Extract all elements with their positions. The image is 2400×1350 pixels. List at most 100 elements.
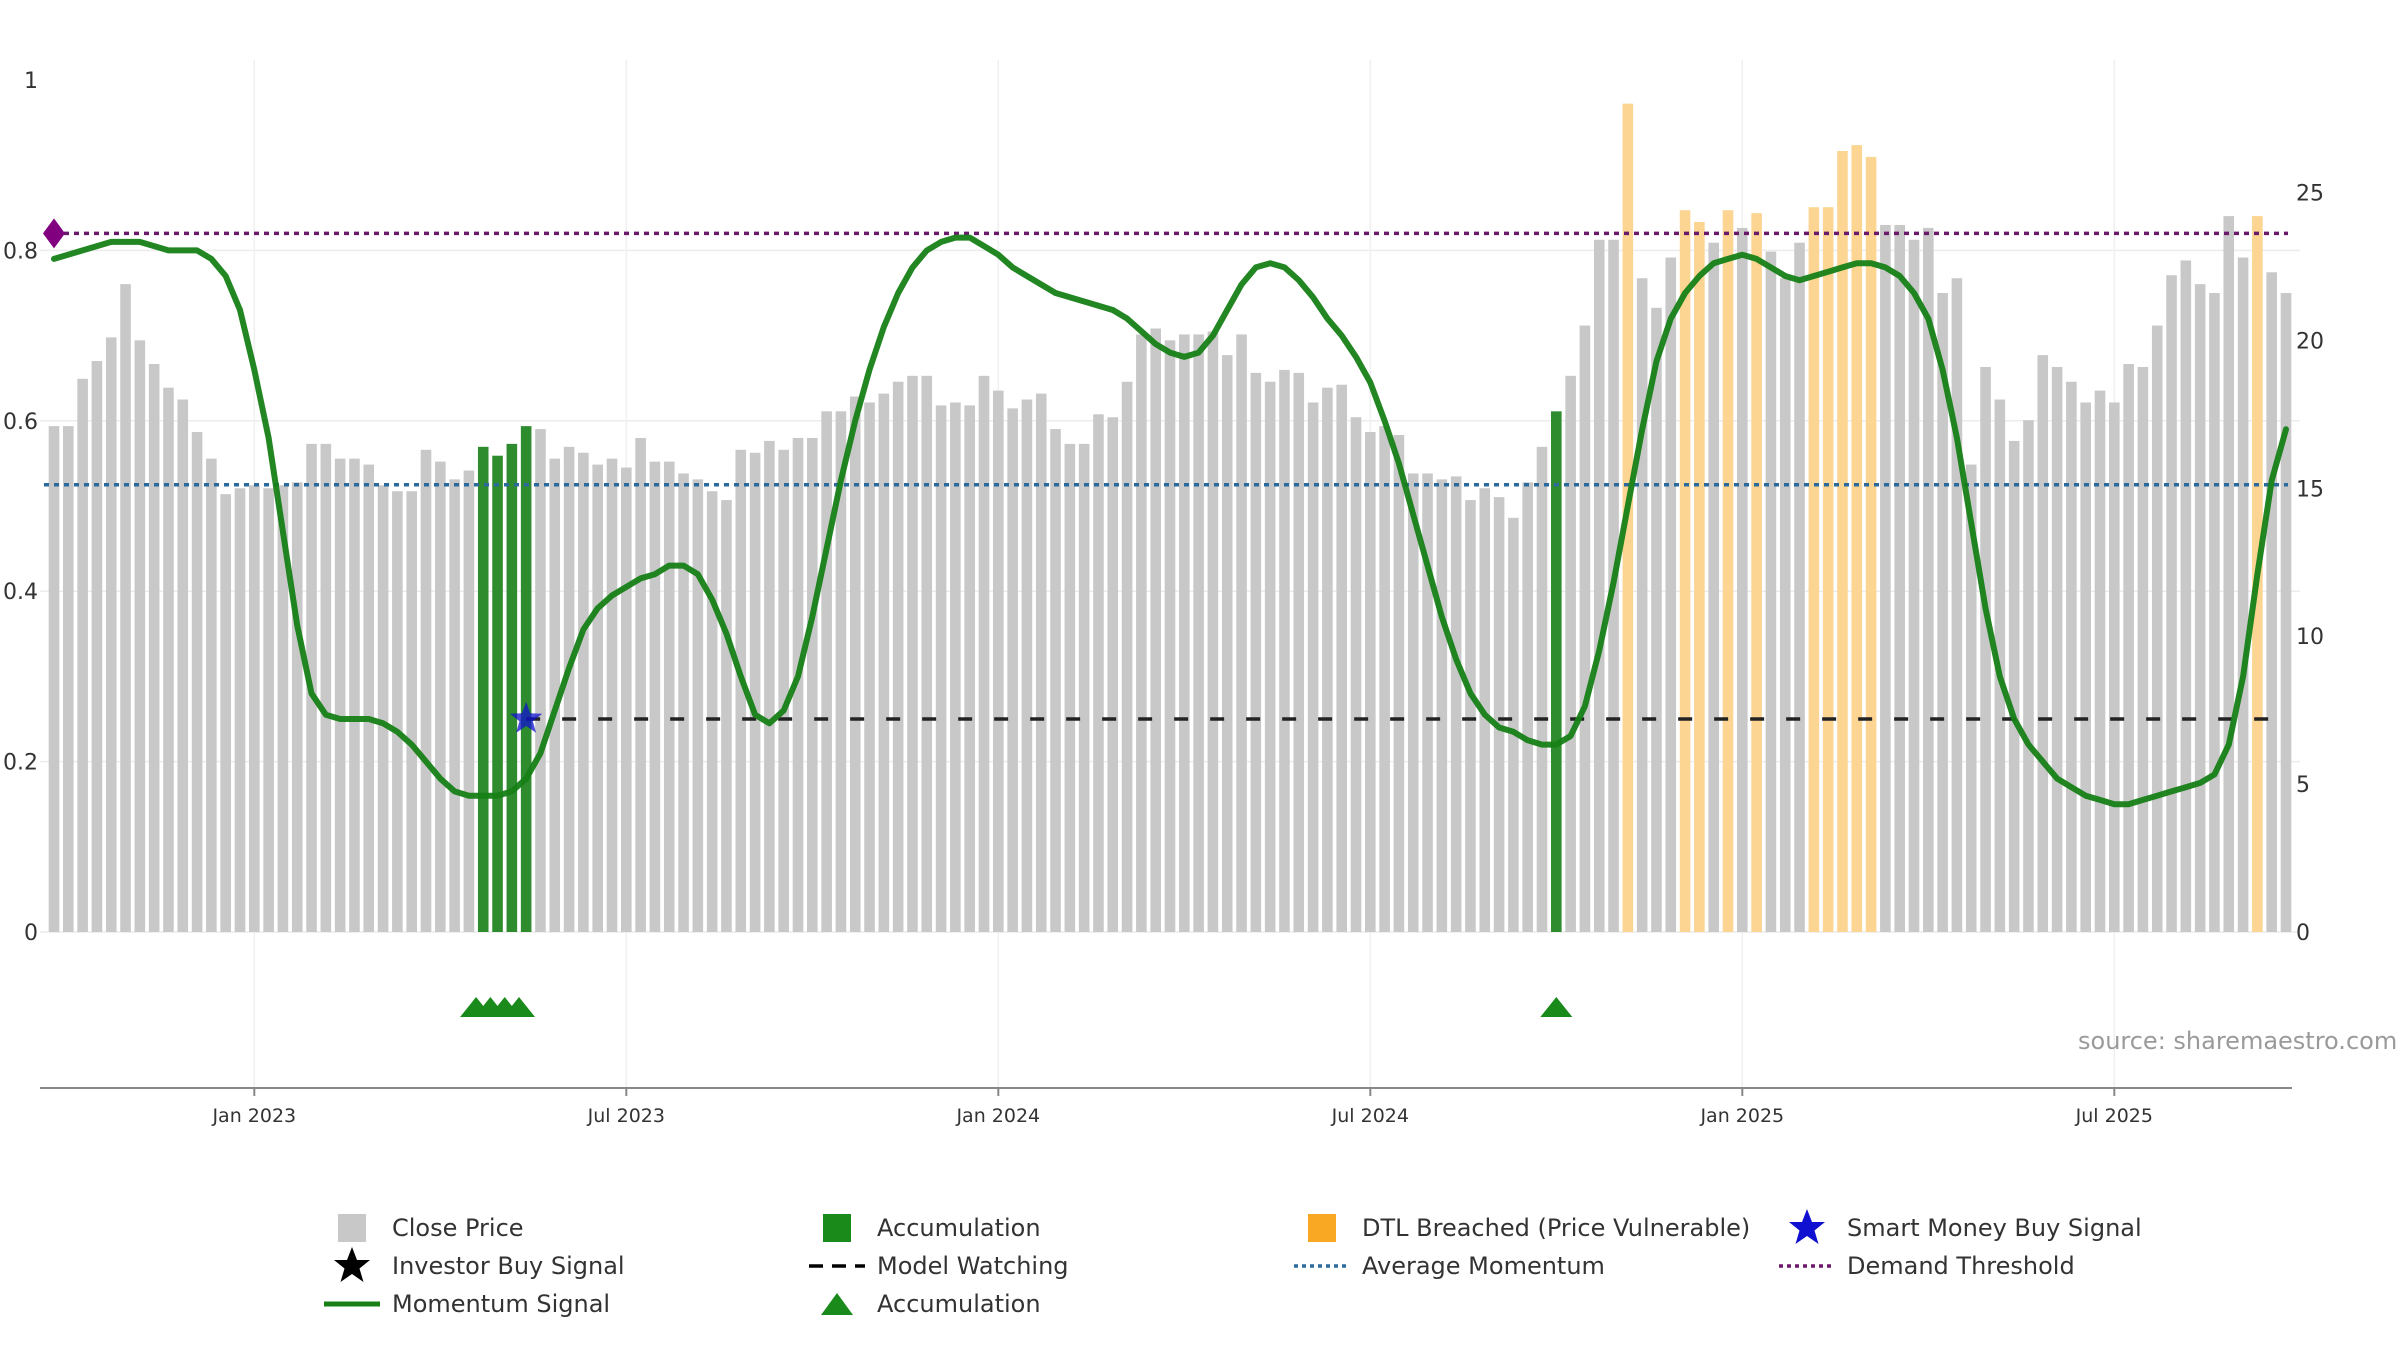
dtl-breached-bar	[1865, 156, 1877, 932]
close-price-bar	[993, 390, 1004, 932]
close-price-bar	[907, 375, 918, 932]
close-price-bar	[1636, 278, 1648, 932]
close-price-bar	[892, 381, 904, 932]
right-tick-label: 5	[2296, 773, 2310, 798]
close-price-bar	[377, 485, 389, 932]
close-price-bar	[349, 458, 360, 932]
left-tick-label: 0.4	[3, 580, 38, 605]
right-tick-label: 25	[2296, 181, 2324, 206]
legend-item-demand-threshold: Demand Threshold	[1775, 1248, 2075, 1284]
close-price-bar	[1093, 414, 1104, 933]
close-price-bar	[1307, 402, 1319, 932]
dtl-breached-bar	[1722, 210, 1734, 932]
close-price-bar	[1078, 443, 1090, 932]
close-price-bar	[2080, 402, 2091, 932]
close-price-bar	[1407, 473, 1419, 932]
close-price-bar	[606, 458, 618, 932]
accumulation-triangle	[1540, 997, 1573, 1017]
close-price-bar	[635, 437, 646, 932]
close-price-bar	[77, 378, 88, 933]
x-tick-label: Jul 2024	[1331, 1105, 1409, 1127]
dtl-breached-bar	[1822, 207, 1834, 933]
close-price-bar	[1136, 334, 1147, 933]
accumulation-bar	[520, 426, 532, 932]
close-price-bar	[778, 449, 789, 932]
dtl-breached-bar	[1694, 222, 1705, 932]
close-price-bar	[535, 429, 546, 932]
close-price-bar	[1965, 464, 1977, 932]
right-tick-label: 10	[2296, 625, 2324, 650]
close-price-bar	[592, 464, 603, 932]
close-price-bar	[48, 426, 60, 932]
accumulation-bar	[506, 443, 518, 932]
close-price-bar	[291, 482, 303, 932]
close-price-bar	[2051, 366, 2063, 932]
close-price-bar	[1393, 435, 1405, 932]
axes: Jan 2023 Jul 2023 Jan 2024 Jul 2024 Jan 2025…	[3, 69, 2324, 1127]
legend-swatch-accumulation	[805, 1210, 869, 1246]
close-price-bar	[1493, 497, 1505, 932]
legend-label: Demand Threshold	[1847, 1252, 2075, 1280]
close-price-bar	[2151, 325, 2163, 933]
close-price-bar	[1336, 384, 1347, 932]
close-price-bar	[692, 479, 704, 932]
close-price-bar	[1236, 334, 1247, 933]
close-price-bar	[1264, 381, 1276, 932]
close-price-bar	[764, 440, 775, 932]
close-price-bar	[563, 446, 575, 932]
close-price-bar	[1221, 355, 1233, 932]
close-price-bar	[2037, 355, 2049, 932]
close-price-bar	[2109, 402, 2120, 932]
close-price-bar	[935, 405, 947, 933]
dtl-breached-bar	[1679, 210, 1691, 932]
close-price-bar	[678, 473, 689, 932]
close-price-bar	[2180, 260, 2192, 932]
close-price-bar	[2223, 216, 2235, 933]
right-tick-label: 15	[2296, 477, 2324, 502]
close-price-bar	[1007, 408, 1018, 932]
close-price-bar	[1050, 429, 1061, 932]
close-price-bar	[191, 432, 203, 932]
accumulation-bar	[1551, 411, 1562, 932]
legend-label: Close Price	[392, 1214, 524, 1242]
close-price-bar	[1665, 257, 1677, 932]
close-price-bar	[277, 485, 289, 932]
x-tick-label: Jan 2024	[955, 1105, 1040, 1127]
close-price-bar	[334, 458, 346, 932]
accumulation-triangle	[503, 997, 535, 1017]
close-price-bar	[864, 402, 875, 932]
legend-label: Accumulation	[877, 1214, 1041, 1242]
close-price-bar	[1651, 307, 1662, 933]
close-price-bar	[134, 340, 146, 932]
close-price-bar	[549, 458, 561, 932]
demand-threshold-diamond	[43, 218, 65, 249]
close-price-bar	[950, 402, 961, 932]
close-price-bar	[1035, 393, 1047, 932]
legend-item-accumulation-marker: Accumulation	[805, 1286, 1041, 1322]
close-price-bar	[1465, 500, 1476, 932]
close-price-bar	[1951, 278, 1963, 932]
close-price-bar	[1021, 399, 1033, 932]
close-price-bar	[1593, 239, 1605, 932]
close-price-bar	[1322, 387, 1333, 933]
close-price-bar	[120, 284, 131, 932]
close-price-bar	[1436, 479, 1448, 932]
legend-star-icon	[320, 1247, 384, 1284]
legend-label: Average Momentum	[1362, 1252, 1605, 1280]
momentum-signal-line	[51, 234, 2289, 808]
close-price-bar	[835, 411, 847, 932]
close-price-bar	[1250, 372, 1262, 932]
accumulation-bar	[477, 446, 489, 932]
close-price-bar	[163, 387, 174, 933]
legend-item-momentum-signal: Momentum Signal	[320, 1286, 610, 1322]
close-price-bar	[649, 461, 661, 932]
legend-item-model-watching: Model Watching	[805, 1248, 1069, 1284]
legend-star-icon	[1775, 1209, 1839, 1246]
close-price-bar	[921, 375, 933, 932]
close-price-bar	[1207, 331, 1219, 932]
close-price-bar	[1179, 334, 1190, 933]
close-price-bar	[1064, 443, 1076, 932]
close-price-bar	[63, 426, 74, 932]
close-price-bar	[2280, 293, 2292, 932]
